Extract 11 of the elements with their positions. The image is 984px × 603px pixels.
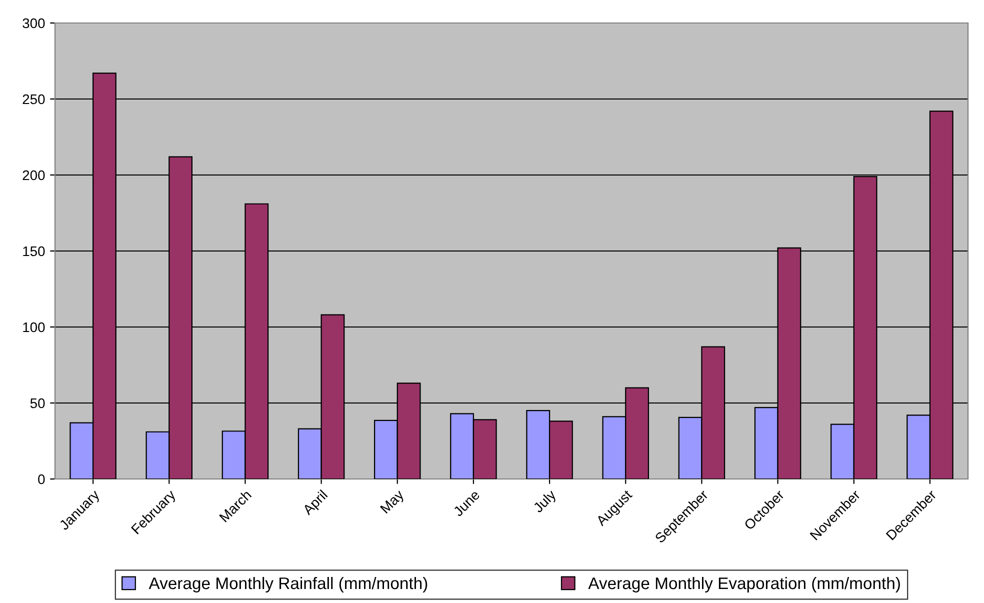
y-tick-label: 0 — [38, 474, 45, 484]
y-tick-label: 100 — [23, 322, 45, 332]
x-tick-label: July — [532, 488, 559, 516]
legend-label: Average Monthly Rainfall (mm/month) — [148, 576, 428, 592]
legend-label: Average Monthly Evaporation (mm/month) — [588, 576, 900, 592]
x-tick-label: May — [380, 489, 407, 516]
y-tick-label: 200 — [22, 170, 45, 180]
y-tick-label: 50 — [30, 398, 45, 408]
y-tick-label: 150 — [23, 246, 45, 256]
y-tick-label: 250 — [22, 94, 45, 104]
y-tick-label: 300 — [22, 18, 45, 28]
